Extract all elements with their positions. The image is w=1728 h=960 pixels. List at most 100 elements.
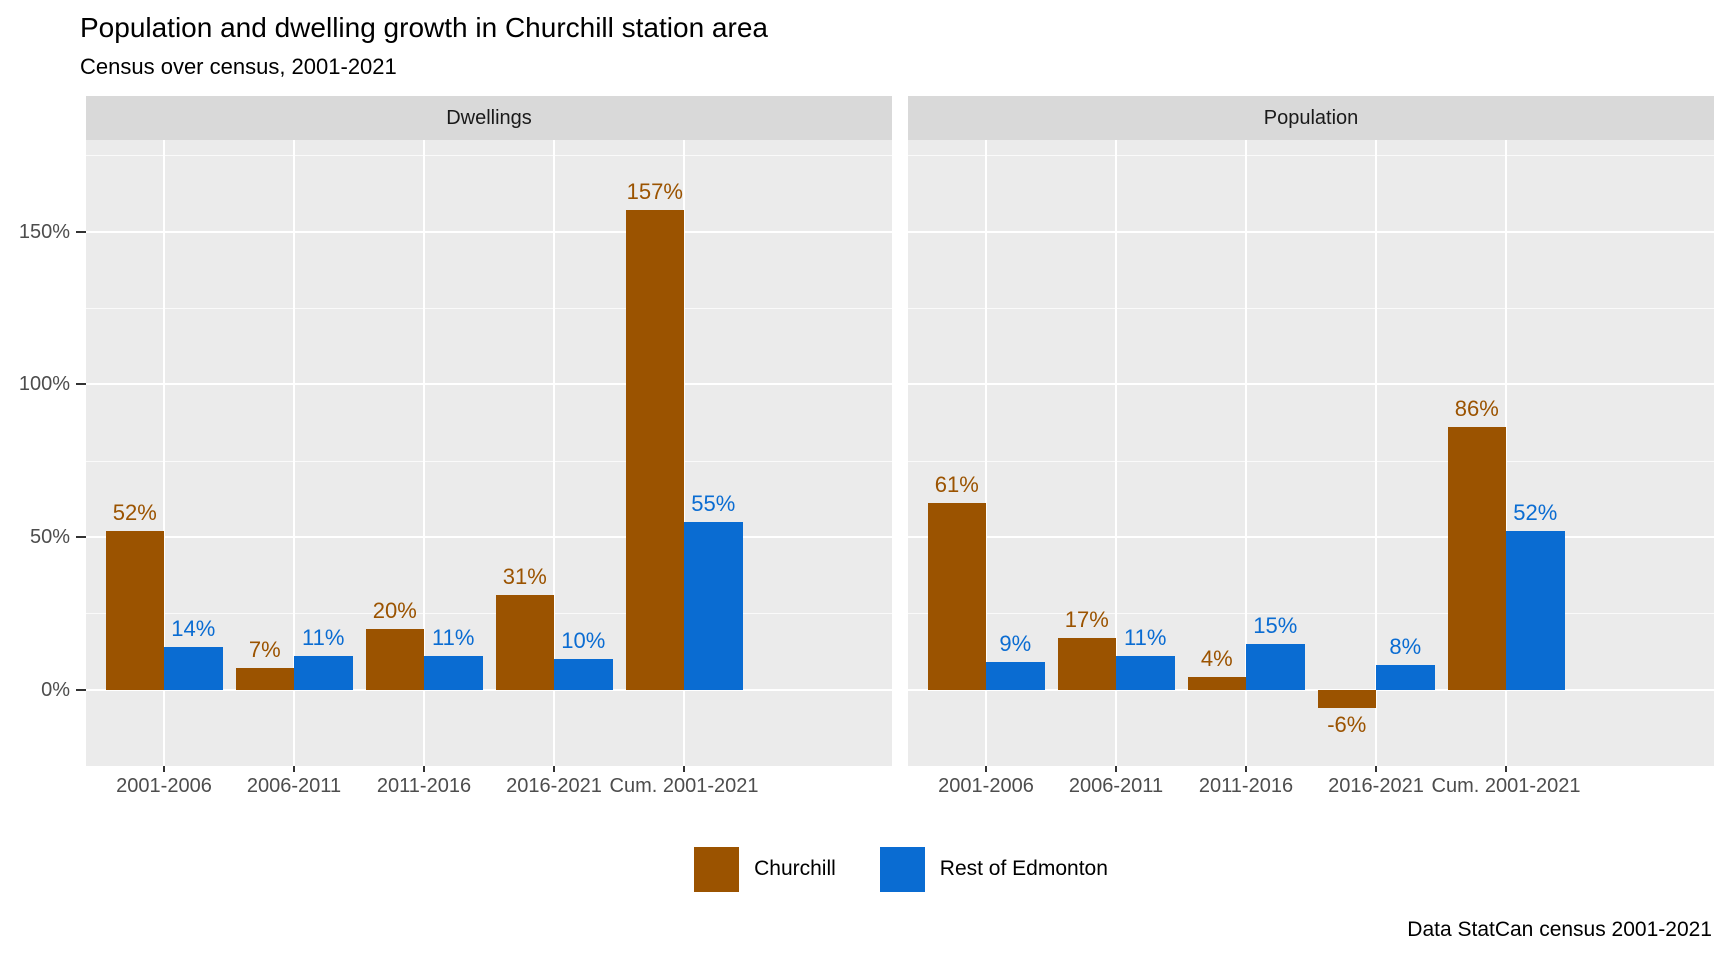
bar-churchill-2001-2006 <box>105 530 164 690</box>
x-axis-label-2001-2006: 2001-2006 <box>938 775 1034 797</box>
bar-label-churchill-cum-2001-2021: 157% <box>626 179 683 205</box>
x-axis-label-2011-2016: 2011-2016 <box>1198 775 1294 797</box>
x-axis-tick <box>1375 766 1377 772</box>
chart-caption: Data StatCan census 2001-2021 <box>1407 918 1712 941</box>
gridline-vertical <box>1375 140 1377 766</box>
bar-label-churchill-2001-2006: 52% <box>112 499 157 525</box>
x-axis-tick <box>683 766 685 772</box>
gridline-minor <box>908 460 1714 462</box>
gridline-vertical <box>1505 140 1507 766</box>
x-axis-tick <box>293 766 295 772</box>
bar-rest-of-edmonton-2001-2006 <box>164 646 223 690</box>
gridline-vertical <box>423 140 425 766</box>
bar-label-churchill-2006-2011: 7% <box>248 637 281 663</box>
bar-label-rest-of-edmonton-2006-2011: 11% <box>302 625 345 651</box>
gridline-vertical <box>1245 140 1247 766</box>
bar-label-churchill-2006-2011: 17% <box>1064 606 1109 632</box>
bar-label-rest-of-edmonton-2006-2011: 11% <box>1124 625 1167 651</box>
x-axis-label-2016-2021: 2016-2021 <box>506 775 602 797</box>
bar-churchill-2016-2021 <box>1317 689 1376 708</box>
gridline-minor <box>86 307 892 309</box>
panel-dwellings: 52% 7% 20% 31% 157% 14% 11% 11% 10% 55% <box>86 140 892 766</box>
gridline-minor <box>908 155 1714 157</box>
bar-rest-of-edmonton-2001-2006 <box>986 662 1045 690</box>
x-axis-label-2006-2011: 2006-2011 <box>1068 775 1164 797</box>
gridline-major <box>86 535 892 538</box>
legend-label-rest-of-edmonton: Rest of Edmonton <box>939 857 1108 880</box>
bar-rest-of-edmonton-2016-2021 <box>554 659 613 690</box>
gridline-vertical <box>985 140 987 766</box>
gridline-minor <box>908 613 1714 615</box>
legend-label-churchill: Churchill <box>754 857 836 880</box>
legend-key-churchill <box>694 846 740 892</box>
bar-churchill-2011-2016 <box>1187 677 1246 690</box>
gridline-major <box>86 383 892 386</box>
bar-label-rest-of-edmonton-2001-2006: 14% <box>171 615 216 641</box>
bar-churchill-cum-2001-2021 <box>1447 427 1506 690</box>
y-axis-label-100: 100% <box>18 373 70 396</box>
bar-label-rest-of-edmonton-2016-2021: 8% <box>1389 634 1422 660</box>
y-axis-tick <box>76 535 86 538</box>
x-axis-label-2016-2021: 2016-2021 <box>1328 775 1424 797</box>
x-axis-tick <box>423 766 425 772</box>
bar-churchill-cum-2001-2021 <box>625 210 684 690</box>
bar-rest-of-edmonton-cum-2001-2021 <box>684 521 743 690</box>
bar-rest-of-edmonton-2006-2011 <box>294 656 353 690</box>
bar-rest-of-edmonton-cum-2001-2021 <box>1506 530 1565 690</box>
facet-strip-population: Population <box>908 96 1714 140</box>
x-axis-tick <box>163 766 165 772</box>
gridline-major <box>908 383 1714 386</box>
gridline-major <box>908 230 1714 233</box>
legend-key-rest-of-edmonton <box>879 846 925 892</box>
legend-entry-churchill: Churchill <box>694 846 836 892</box>
bar-rest-of-edmonton-2011-2016 <box>424 656 483 690</box>
y-axis-tick <box>76 230 86 233</box>
x-axis-label-2011-2016: 2011-2016 <box>376 775 472 797</box>
bar-rest-of-edmonton-2016-2021 <box>1376 665 1435 690</box>
facet-strip-dwellings: Dwellings <box>86 96 892 140</box>
y-axis-tick <box>76 688 86 691</box>
bar-label-rest-of-edmonton-cum-2001-2021: 55% <box>691 490 736 516</box>
x-axis-label-2006-2011: 2006-2011 <box>246 775 342 797</box>
bar-churchill-2011-2016 <box>365 628 424 690</box>
y-axis-label-50: 50% <box>29 525 70 548</box>
bar-churchill-2006-2011 <box>235 668 294 690</box>
facet-strip-label: Population <box>1263 106 1359 129</box>
gridline-vertical <box>683 140 685 766</box>
gridline-major <box>86 688 892 691</box>
facet-strip-label: Dwellings <box>446 106 532 129</box>
bar-label-churchill-2016-2021: 31% <box>502 563 547 589</box>
x-axis-tick <box>1245 766 1247 772</box>
bar-label-churchill-cum-2001-2021: 86% <box>1454 396 1499 422</box>
bar-label-rest-of-edmonton-2001-2006: 9% <box>999 631 1032 657</box>
bar-label-churchill-2001-2006: 61% <box>934 472 979 498</box>
x-axis-label-cum-2001-2021: Cum. 2001-2021 <box>609 775 759 797</box>
bar-label-churchill-2011-2016: 4% <box>1200 646 1233 672</box>
panel-population: 61% 17% 4% -6% 86% 9% 11% 15% 8% 52% <box>908 140 1714 766</box>
legend-entry-rest-of-edmonton: Rest of Edmonton <box>879 846 1108 892</box>
gridline-major <box>908 535 1714 538</box>
y-axis-label-0: 0% <box>41 678 70 701</box>
bar-churchill-2006-2011 <box>1057 637 1116 690</box>
gridline-minor <box>86 460 892 462</box>
bar-label-rest-of-edmonton-2011-2016: 15% <box>1253 612 1298 638</box>
chart-subtitle: Census over census, 2001-2021 <box>80 54 397 79</box>
gridline-minor <box>908 307 1714 309</box>
bar-rest-of-edmonton-2011-2016 <box>1246 643 1305 690</box>
x-axis-label-2001-2006: 2001-2006 <box>116 775 212 797</box>
y-axis-tick <box>76 383 86 386</box>
bar-label-churchill-2011-2016: 20% <box>372 597 417 623</box>
gridline-major <box>908 688 1714 691</box>
bar-label-churchill-2016-2021: -6% <box>1327 711 1367 737</box>
x-axis-tick <box>1505 766 1507 772</box>
bar-churchill-2016-2021 <box>495 594 554 690</box>
x-axis-tick <box>553 766 555 772</box>
bar-rest-of-edmonton-2006-2011 <box>1116 656 1175 690</box>
gridline-major <box>86 230 892 233</box>
gridline-minor <box>86 155 892 157</box>
y-axis-label-150: 150% <box>18 220 70 243</box>
bar-label-rest-of-edmonton-2011-2016: 11% <box>432 625 475 651</box>
gridline-vertical <box>163 140 165 766</box>
gridline-minor <box>86 613 892 615</box>
